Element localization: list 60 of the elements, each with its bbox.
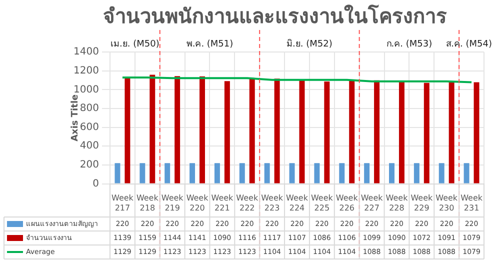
y-tick-label: 600 [80,122,99,133]
x-tick-label: Week 218 [136,194,159,212]
y-tick-label: 1200 [74,65,99,76]
bar [324,82,330,184]
bar [374,80,380,184]
y-tick-label: 800 [80,103,99,114]
bar [114,163,120,184]
y-tick-label: 1400 [74,46,99,58]
x-tick-label: Week 222 [236,194,258,212]
y-tick-label: 400 [80,140,99,152]
x-tick-label: Week 220 [186,194,209,212]
bar [438,163,444,184]
x-tick-label: Week 223 [261,194,284,212]
bar [164,163,170,184]
text: ส.ค. (M54) [446,39,492,50]
bar [474,82,480,184]
text: ก.ค. (M53) [386,39,432,50]
y-tick-label: 0 [92,178,99,190]
x-tick-label: Week 226 [336,194,358,212]
x-tick-label: Week 230 [436,194,458,212]
bar [239,163,245,184]
x-tick-label: Week 229 [410,194,433,212]
y-tick-label: 200 [80,160,99,171]
bar [414,163,420,184]
bar [264,163,270,184]
text: พ.ค. (M51) [186,39,234,50]
bar [274,78,280,184]
bar [249,78,255,184]
x-tick-label: Week 219 [161,194,184,212]
bar [200,76,205,184]
x-tick-label: Week 227 [360,194,384,212]
x-tick-label: Week 231 [460,194,483,212]
bar [289,163,295,184]
text: เม.ย. (M50) [110,39,160,50]
bar [364,163,370,184]
x-tick-label: Week 221 [211,194,234,212]
y-axis-title: Axis Title [70,94,81,142]
x-tick-label: Week 224 [286,194,308,212]
chart-title: จำนวนพนักงานและแรงงานในโครงการ [103,4,447,28]
bar [224,81,230,184]
bar [424,82,430,184]
bar [124,76,130,184]
bar [464,163,470,184]
bar [214,163,220,184]
bar [150,74,156,184]
x-tick-label: Week 217 [112,194,134,212]
bar [398,81,404,184]
bar [174,76,180,184]
bar [190,163,196,184]
text: มิ.ย. (M52) [286,38,332,50]
x-tick-label: Week 228 [386,194,408,212]
bar [140,163,146,184]
bar [299,80,305,184]
bar [448,81,454,184]
x-tick-label: Week 225 [310,194,334,212]
bar [339,163,345,184]
bar [389,163,394,184]
bar [314,163,320,184]
y-tick-label: 1000 [74,84,99,96]
bar [349,80,355,184]
